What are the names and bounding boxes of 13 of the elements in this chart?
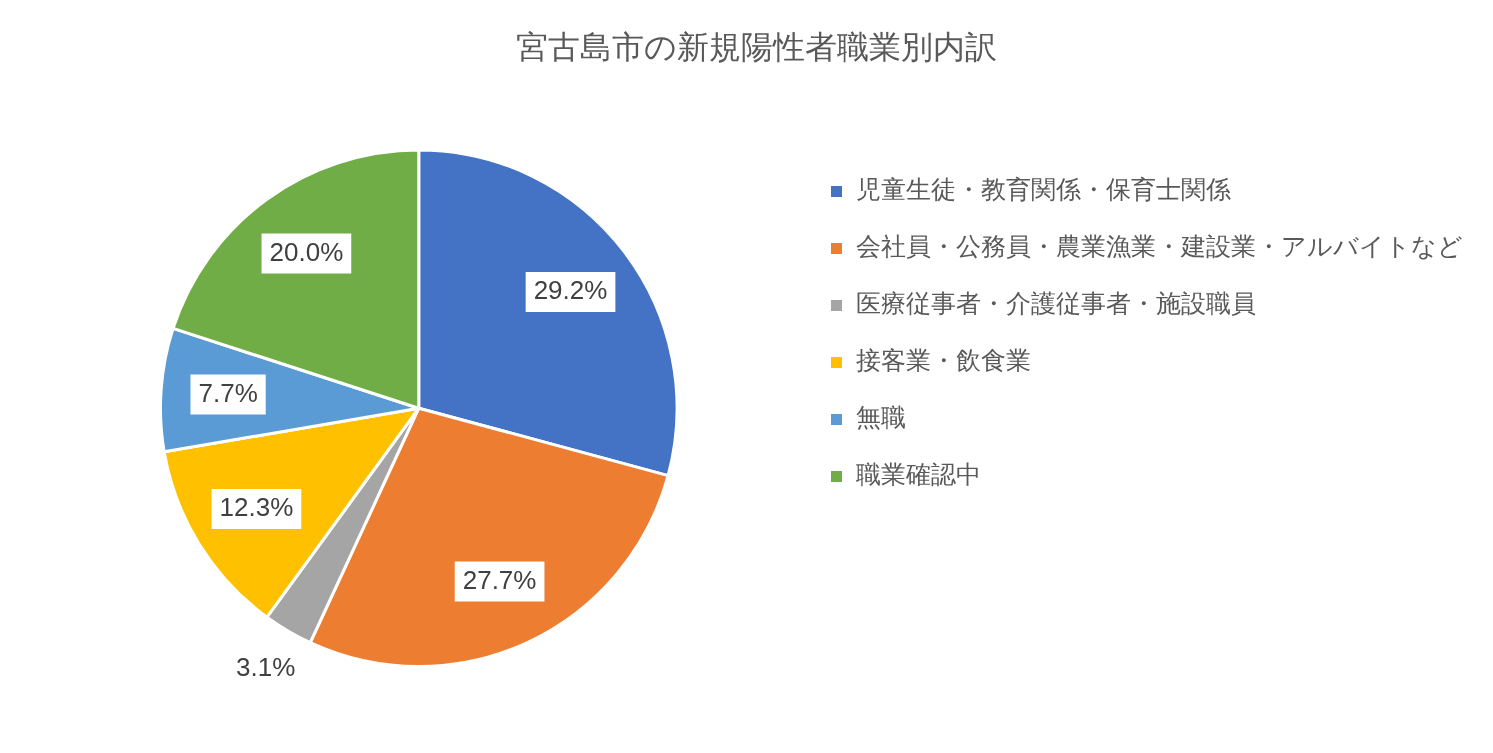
data-label: 12.3%	[219, 492, 294, 523]
legend-label: 職業確認中	[856, 460, 981, 489]
chart-title: 宮古島市の新規陽性者職業別内訳	[516, 29, 997, 66]
legend-label: 会社員・公務員・農業漁業・建設業・アルバイトなど	[856, 232, 1463, 261]
data-label: 20.0%	[269, 236, 344, 267]
legend-label: 無職	[856, 403, 906, 432]
data-label: 3.1%	[236, 651, 296, 682]
legend-label: 児童生徒・教育関係・保育士関係	[856, 175, 1231, 204]
data-label: 27.7%	[462, 564, 537, 595]
legend-label: 接客業・飲食業	[856, 346, 1031, 375]
data-label: 7.7%	[198, 377, 258, 408]
data-label: 29.2%	[533, 275, 608, 306]
legend-label: 医療従事者・介護従事者・施設職員	[856, 289, 1256, 318]
